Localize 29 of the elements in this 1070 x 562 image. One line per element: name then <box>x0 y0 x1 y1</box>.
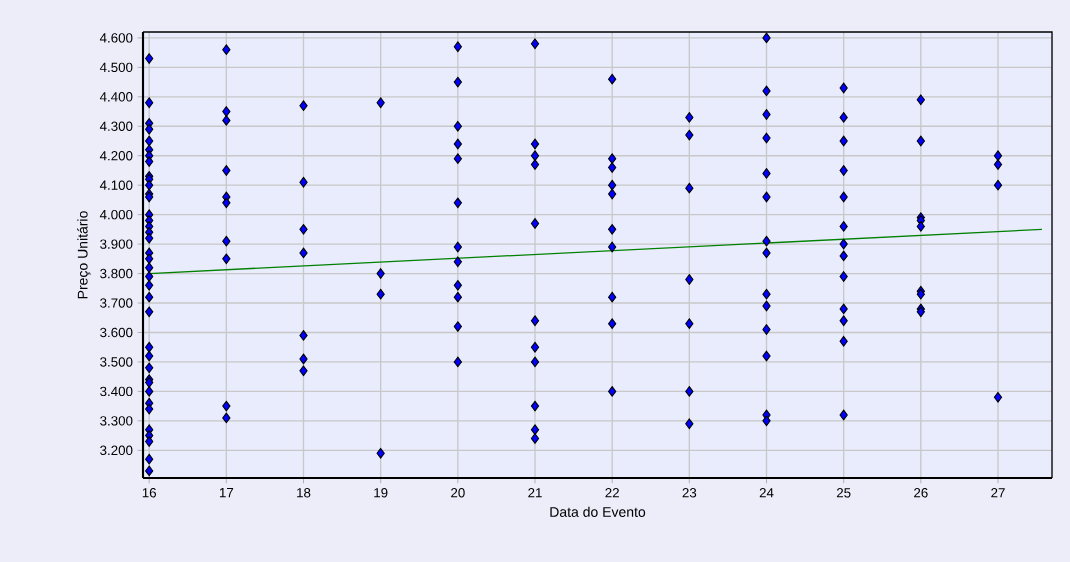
x-tick-label: 21 <box>528 488 542 498</box>
y-tick-label: 3.600 <box>100 327 133 338</box>
y-tick-label: 4.600 <box>99 33 133 43</box>
y-axis-title: Preço Unitário <box>77 211 91 299</box>
x-tick-label: 23 <box>682 488 697 498</box>
x-tick-label: 25 <box>836 488 851 498</box>
x-tick-label: 20 <box>451 488 465 498</box>
x-tick-label: 18 <box>297 488 311 498</box>
y-tick-label: 4.400 <box>99 92 133 102</box>
y-tick-label: 3.300 <box>100 416 133 426</box>
y-tick-label: 4.100 <box>99 180 133 190</box>
y-tick-label: 4.000 <box>99 209 133 220</box>
y-tick-label: 3.900 <box>100 239 133 249</box>
y-tick-label: 3.400 <box>100 386 133 397</box>
y-tick-label: 3.700 <box>100 298 133 308</box>
x-tick-label: 16 <box>142 488 157 498</box>
y-tick-label: 4.500 <box>99 62 133 73</box>
x-axis-title: Data do Evento <box>550 506 646 517</box>
x-tick-label: 27 <box>991 488 1005 498</box>
y-tick-label: 3.500 <box>100 357 133 367</box>
x-tick-label: 24 <box>759 488 774 498</box>
y-tick-label: 3.800 <box>100 268 133 279</box>
x-tick-label: 26 <box>914 488 928 498</box>
x-tick-label: 19 <box>374 488 388 498</box>
y-tick-label: 4.200 <box>99 151 133 161</box>
x-tick-label: 17 <box>219 488 234 498</box>
x-tick-label: 22 <box>605 488 619 498</box>
y-tick-label: 3.200 <box>100 445 133 456</box>
y-tick-label: 4.300 <box>99 121 133 131</box>
